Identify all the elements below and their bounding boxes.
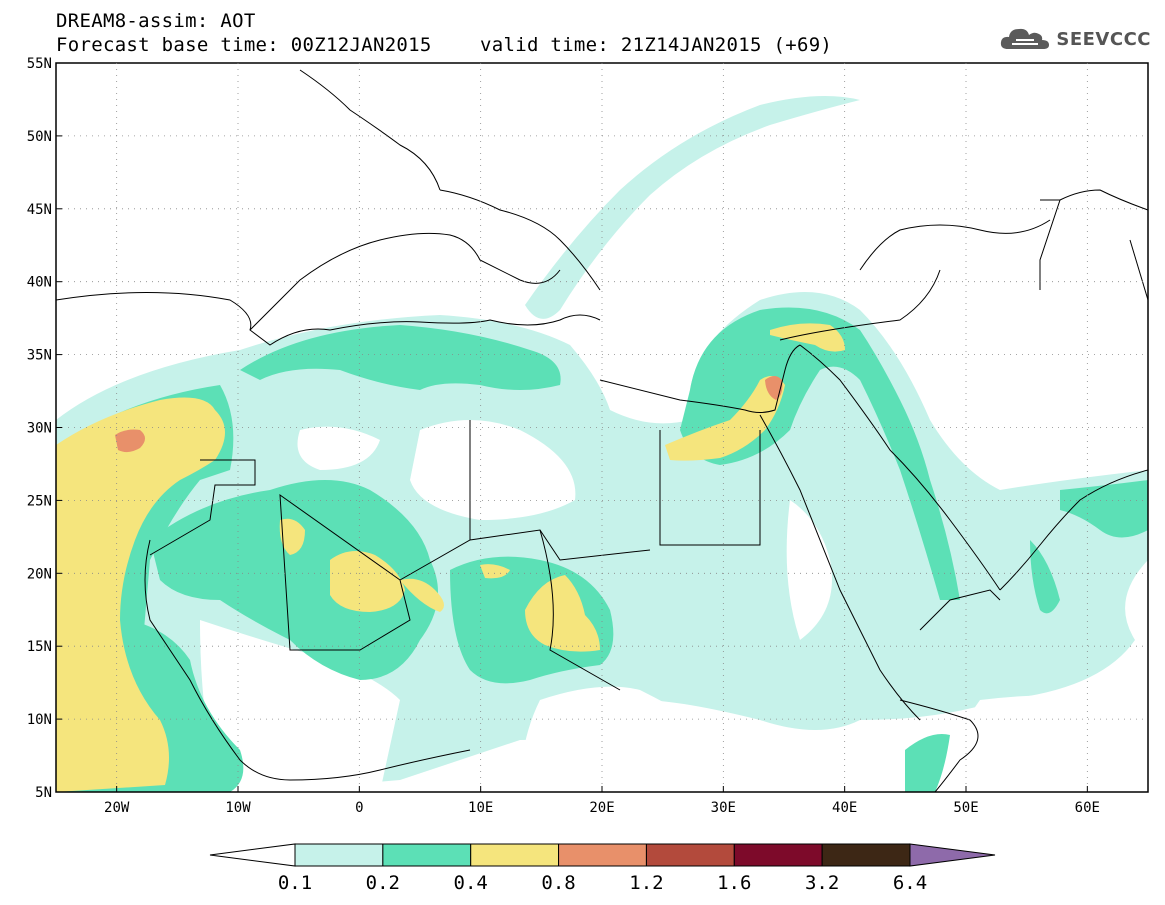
colorbar-level-label: 0.1 xyxy=(277,872,313,894)
lat-label: 40N xyxy=(27,275,52,291)
aot-band-0.2b xyxy=(150,480,438,680)
lat-label: 50N xyxy=(27,129,52,145)
aot-band-0.2e xyxy=(680,307,960,600)
coastlines xyxy=(56,69,1148,792)
colorbar-swatch xyxy=(558,843,647,867)
colorbar-swatch xyxy=(821,843,911,867)
aot-band-0.2c xyxy=(240,325,561,390)
colorbar-over-arrow xyxy=(909,843,996,867)
lat-label: 15N xyxy=(27,639,52,655)
aot-band-0.2h xyxy=(905,734,950,792)
aot-gap-white-6 xyxy=(957,695,1148,792)
lon-label: 20E xyxy=(589,800,614,816)
colorbar-level-label: 6.4 xyxy=(892,872,928,894)
cloud-icon xyxy=(1001,28,1050,49)
aot-band-0.4g xyxy=(665,376,785,461)
colorbar-level-label: 1.6 xyxy=(717,872,752,894)
aot-band-0.8a xyxy=(115,429,145,453)
colorbar-level-label: 3.2 xyxy=(804,872,840,894)
aot-arc-band xyxy=(525,96,860,319)
lat-label: 5N xyxy=(35,785,52,801)
lat-label: 20N xyxy=(27,566,52,582)
valid-time: valid time: 21Z14JAN2015 (+69) xyxy=(480,34,833,56)
aot-band-0.2g xyxy=(1030,540,1060,614)
colorbar-swatch xyxy=(294,843,384,867)
grid-lines xyxy=(56,62,1148,793)
aot-band-0.4a xyxy=(56,397,225,792)
chart-title: DREAM8-assim: AOT xyxy=(56,10,256,32)
colorbar-swatch xyxy=(733,843,823,867)
lon-label: 50E xyxy=(953,800,978,816)
aot-band-0.4c xyxy=(400,578,444,612)
lon-label: 40E xyxy=(832,800,857,816)
lat-label: 10N xyxy=(27,712,52,728)
lon-label: 20W xyxy=(104,800,130,816)
lat-label: 25N xyxy=(27,493,52,509)
aot-contours xyxy=(56,96,1148,792)
colorbar-swatch xyxy=(470,843,560,867)
aot-gap-white-4 xyxy=(520,686,740,792)
colorbar-level-label: 0.4 xyxy=(453,872,488,894)
lon-label: 10W xyxy=(225,800,251,816)
colorbar xyxy=(209,843,996,867)
aot-band-0.4e xyxy=(279,518,305,555)
lon-label: 30E xyxy=(711,800,736,816)
longitude-labels: 20W 10W 0 10E 20E 30E 40E 50E 60E xyxy=(104,800,1100,816)
lon-label: 0 xyxy=(355,800,363,816)
aot-gap-white-5 xyxy=(786,500,832,640)
aot-band-0.2f xyxy=(1060,480,1148,538)
lat-label: 35N xyxy=(27,348,52,364)
colorbar-swatch xyxy=(645,843,735,867)
aot-band-0.8b xyxy=(765,376,783,400)
logo-text: SEEVCCC xyxy=(1056,28,1151,50)
latitude-labels: 55N 50N 45N 40N 35N 30N 25N 20N 15N 10N 5N xyxy=(27,56,52,801)
aot-gap-white-3 xyxy=(200,620,400,792)
aot-band-0.4i xyxy=(90,544,115,576)
colorbar-swatch xyxy=(382,843,472,867)
lat-label: 55N xyxy=(27,56,52,72)
colorbar-level-label: 1.2 xyxy=(629,872,664,894)
aot-band-0.4b xyxy=(330,551,405,612)
aot-band-0.4f xyxy=(480,564,510,579)
lat-label: 45N xyxy=(27,202,52,218)
colorbar-under-arrow xyxy=(209,843,296,867)
lon-label: 60E xyxy=(1075,800,1100,816)
colorbar-level-label: 0.8 xyxy=(541,872,576,894)
lon-label: 10E xyxy=(468,800,493,816)
aot-gap-white-1 xyxy=(410,420,576,520)
forecast-base-time: Forecast base time: 00Z12JAN2015 xyxy=(56,34,432,56)
seevccc-logo: SEEVCCC xyxy=(998,24,1151,54)
colorbar-level-label: 0.2 xyxy=(365,872,401,894)
aot-band-0.4d xyxy=(525,575,600,652)
lat-label: 30N xyxy=(27,421,52,437)
